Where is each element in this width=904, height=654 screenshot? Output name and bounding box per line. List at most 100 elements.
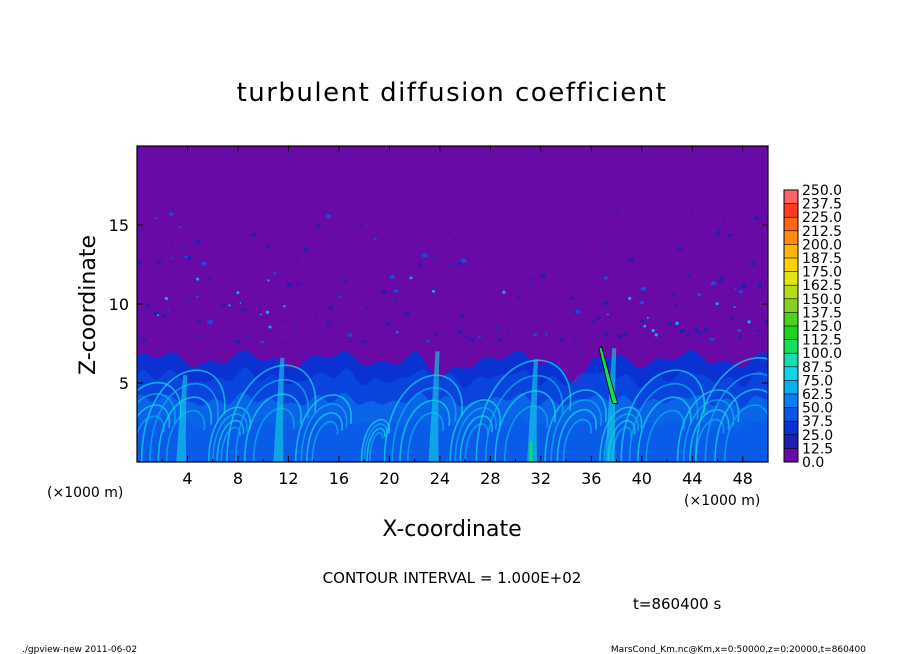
speckle [762, 222, 765, 224]
plume-filament [399, 399, 451, 462]
speckle [319, 334, 323, 336]
colorbar-segment [784, 339, 798, 354]
speckle [736, 287, 739, 289]
x-unit-label: (×1000 m) [684, 493, 760, 509]
speckle [756, 329, 761, 333]
colorbar-segment [784, 366, 798, 381]
speckle [559, 337, 565, 342]
speckle-bright [283, 305, 286, 308]
plume-column [527, 359, 539, 462]
speckle [341, 260, 344, 263]
colorbar-segment [784, 353, 798, 368]
speckle-bright [267, 279, 270, 282]
speckle [592, 319, 596, 323]
speckle [453, 238, 457, 241]
speckle [506, 270, 509, 273]
speckle [251, 232, 257, 237]
speckle [208, 277, 212, 281]
x-axis-label: X-coordinate [382, 517, 521, 542]
speckle [221, 302, 226, 307]
speckle-bright [228, 304, 231, 307]
plume-filament [311, 421, 339, 462]
speckle [729, 317, 734, 321]
plume-filament [207, 406, 251, 462]
speckle [741, 283, 747, 288]
plume-filament [503, 405, 549, 462]
speckle [340, 281, 343, 283]
y-tick-label: 15 [109, 216, 129, 235]
y-tick-label: 5 [119, 374, 129, 393]
speckle [666, 321, 673, 326]
speckle [727, 233, 733, 237]
speckle [230, 305, 233, 308]
speckle [722, 220, 726, 223]
plume-filament [165, 409, 206, 462]
colorbar-label: 237.5 [802, 197, 842, 213]
speckle [342, 278, 348, 282]
speckle [389, 274, 396, 279]
plume-filament [137, 381, 182, 420]
plume-filament [294, 394, 352, 462]
speckle-bright [268, 325, 272, 329]
speckle [470, 338, 476, 342]
speckle [540, 273, 547, 278]
x-tick-label: 24 [430, 469, 450, 488]
speckle [603, 276, 609, 280]
speckle [137, 337, 141, 340]
speckle [421, 253, 428, 258]
colorbar-label: 200.0 [802, 237, 842, 253]
speckle [715, 231, 721, 236]
speckle [596, 316, 601, 321]
plume-filament [363, 423, 388, 462]
speckle [284, 326, 287, 328]
speckle [171, 257, 174, 259]
x-tick-label: 40 [632, 469, 652, 488]
colorbar-segment [784, 285, 798, 300]
contour-interval-text: CONTOUR INTERVAL = 1.000E+02 [323, 569, 582, 587]
speckle [156, 260, 162, 264]
colorbar-segment [784, 230, 798, 245]
speckle [291, 322, 295, 325]
speckle [506, 331, 510, 333]
plume-filament [689, 409, 730, 462]
speckle-bright [675, 321, 679, 325]
speckle [749, 261, 756, 266]
speckle [431, 257, 435, 260]
plume-filament [137, 415, 165, 436]
speckle-bright [607, 313, 609, 316]
speckle [693, 328, 700, 333]
speckle [184, 255, 188, 259]
colorbar-segment [784, 394, 798, 408]
speckle-bright [654, 333, 658, 337]
plume-column [273, 357, 285, 462]
x-tick-label: 12 [278, 469, 298, 488]
speckle [628, 257, 635, 262]
speckle [365, 306, 370, 309]
plume-filament [449, 399, 501, 462]
plume-filament [645, 409, 685, 462]
plume-filament [694, 357, 768, 462]
speckle-bright [628, 296, 632, 300]
x-tick-label: 4 [182, 469, 192, 488]
speckle [325, 321, 331, 325]
speckle [622, 332, 628, 336]
speckle-bright [651, 329, 655, 333]
speckle [703, 327, 709, 332]
plume-filament [366, 427, 386, 462]
speckle [574, 340, 578, 343]
speckle [544, 333, 548, 336]
colorbar-label: 87.5 [802, 360, 833, 376]
speckle [167, 309, 170, 312]
speckle [494, 326, 500, 330]
plume-filament [599, 406, 643, 462]
x-tick-label: 28 [480, 469, 500, 488]
colorbar-segment [784, 190, 798, 204]
footer-right: MarsCond_Km.nc@Km,x=0:50000,z=0:20000,t=… [611, 645, 866, 654]
speckle [561, 322, 565, 325]
colorbar-segment [784, 434, 798, 449]
speckle [698, 331, 702, 335]
plume-filament [464, 423, 489, 462]
speckle [209, 339, 213, 342]
colorbar-label: 137.5 [802, 305, 842, 321]
speckle [393, 289, 399, 294]
